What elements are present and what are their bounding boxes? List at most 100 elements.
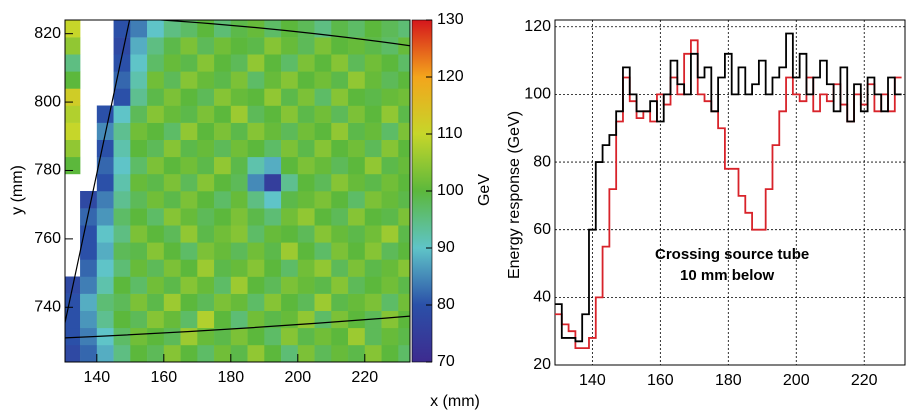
y-tick-label: 800: [34, 93, 61, 110]
heat-cell: [381, 310, 399, 329]
heat-cell: [264, 54, 282, 72]
heat-cell: [281, 88, 299, 106]
heat-cell: [197, 225, 215, 243]
heat-cell: [65, 122, 81, 140]
step-line: [555, 32, 902, 343]
heat-cell: [147, 225, 165, 243]
heat-cell: [230, 54, 248, 72]
heat-cell: [147, 242, 165, 260]
colorbar-tick-label: 130: [437, 11, 464, 28]
heat-cell: [398, 88, 410, 106]
heat-cell: [331, 105, 349, 123]
heat-cell: [130, 173, 148, 192]
heat-cell: [264, 37, 282, 55]
heat-cell: [264, 293, 282, 311]
heat-cell: [214, 20, 232, 38]
heat-cell: [364, 156, 382, 175]
heat-cell: [197, 310, 215, 329]
heat-cell: [297, 88, 315, 106]
heat-cell: [130, 344, 148, 362]
heat-cell: [331, 20, 349, 38]
heat-cell: [180, 208, 198, 226]
heat-cell: [281, 344, 299, 362]
heat-cell: [348, 242, 366, 260]
heat-cell: [113, 310, 131, 329]
heat-cell: [398, 225, 410, 243]
legend-entry: Crossing source tube: [655, 246, 809, 263]
heat-cell: [147, 259, 165, 277]
heat-cell: [281, 293, 299, 311]
x-tick-label: 180: [715, 372, 742, 389]
heat-cell: [197, 259, 215, 277]
heat-cell: [180, 344, 198, 362]
heat-cell: [348, 105, 366, 123]
heat-cell: [247, 54, 265, 72]
heat-cell: [381, 242, 399, 260]
heat-cell: [331, 122, 349, 140]
heat-cell: [214, 105, 232, 123]
heat-cell: [113, 54, 131, 72]
colorbar-tick-label: 120: [437, 68, 464, 85]
heat-cell: [80, 344, 98, 362]
heat-cell: [147, 88, 165, 106]
heat-cell: [130, 156, 148, 175]
heat-cell: [163, 37, 181, 55]
heat-cell: [65, 105, 81, 123]
heat-cell: [130, 242, 148, 260]
heat-cell: [381, 88, 399, 106]
heat-cell: [364, 327, 382, 346]
heat-cell: [130, 37, 148, 55]
heat-cell: [281, 327, 299, 346]
heat-cell: [80, 259, 98, 277]
heat-cell: [297, 191, 315, 209]
heat-cell: [214, 139, 232, 158]
heat-cell: [364, 225, 382, 243]
heat-cell: [130, 310, 148, 329]
heat-cell: [65, 37, 81, 55]
heat-cell: [230, 259, 248, 277]
heatmap-cells: [65, 20, 410, 362]
heat-cell: [163, 71, 181, 89]
heat-cell: [281, 173, 299, 192]
heat-cell: [230, 122, 248, 140]
heat-cell: [230, 139, 248, 158]
heat-cell: [314, 225, 332, 243]
heat-cell: [163, 276, 181, 294]
heat-cell: [297, 242, 315, 260]
heat-cell: [381, 37, 399, 55]
heat-cell: [398, 156, 410, 175]
heat-cell: [331, 156, 349, 175]
heat-cell: [147, 139, 165, 158]
heat-cell: [113, 139, 131, 158]
heat-cell: [264, 242, 282, 260]
heat-cell: [130, 139, 148, 158]
heat-cell: [398, 310, 410, 329]
heat-cell: [214, 225, 232, 243]
heat-cell: [381, 139, 399, 158]
heat-cell: [364, 88, 382, 106]
x-tick-label: 180: [217, 369, 244, 386]
heat-cell: [230, 310, 248, 329]
heat-cell: [197, 20, 215, 38]
heat-cell: [398, 242, 410, 260]
heat-cell: [163, 20, 181, 38]
heat-cell: [230, 156, 248, 175]
heat-cell: [297, 71, 315, 89]
heat-cell: [264, 310, 282, 329]
heat-cell: [230, 327, 248, 346]
heat-cell: [314, 20, 332, 38]
heat-cell: [281, 242, 299, 260]
heat-cell: [264, 276, 282, 294]
heat-cell: [364, 242, 382, 260]
heat-cell: [214, 293, 232, 311]
heat-cell: [247, 71, 265, 89]
heat-cell: [113, 276, 131, 294]
heat-cell: [398, 293, 410, 311]
heat-cell: [264, 139, 282, 158]
heat-cell: [297, 139, 315, 158]
heat-cell: [80, 310, 98, 329]
heat-cell: [331, 37, 349, 55]
heat-cell: [364, 105, 382, 123]
heat-cell: [197, 327, 215, 346]
heat-cell: [297, 310, 315, 329]
